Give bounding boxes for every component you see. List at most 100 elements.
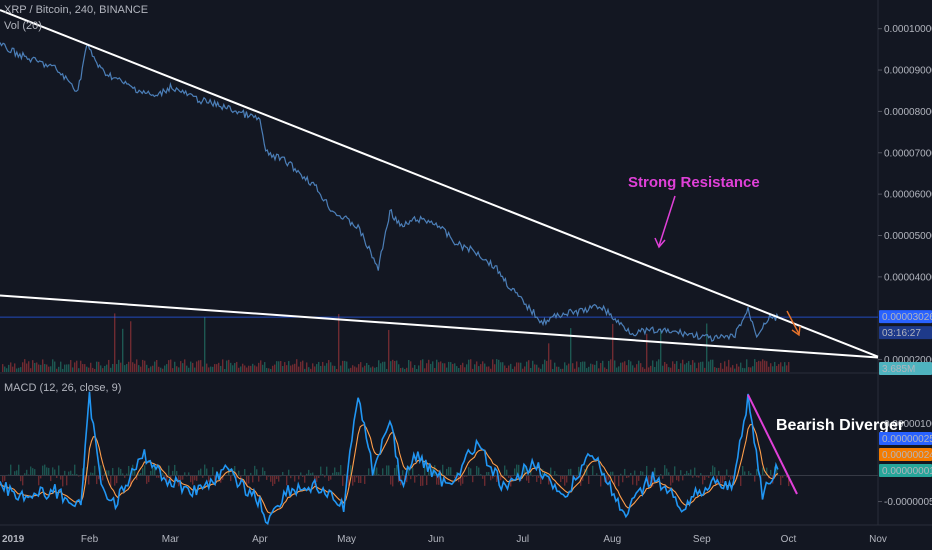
macd-histogram-bar (656, 475, 658, 477)
macd-histogram-bar (718, 470, 720, 476)
macd-histogram-bar (308, 469, 310, 476)
volume-bar (494, 364, 496, 372)
macd-histogram-bar (472, 475, 474, 483)
volume-bar (424, 368, 426, 372)
volume-bar (396, 360, 398, 372)
macd-histogram-bar (662, 475, 664, 479)
macd-histogram-bar (50, 475, 52, 482)
macd-histogram-bar (246, 475, 248, 487)
volume-bar (422, 359, 424, 372)
volume-bar (744, 368, 746, 372)
volume-bar (90, 362, 92, 372)
macd-histogram-bar (482, 475, 484, 479)
volume-bar (590, 363, 592, 372)
volume-bar (470, 359, 472, 372)
volume-bar (624, 361, 626, 372)
volume-bar (566, 365, 568, 372)
volume-bar (718, 367, 720, 372)
time-tick-label: Nov (869, 534, 887, 545)
macd-histogram-bar (364, 475, 366, 484)
volume-bar (22, 362, 24, 372)
volume-bar (474, 364, 476, 372)
volume-bar (376, 367, 378, 372)
volume-bar (536, 364, 538, 372)
volume-bar (326, 363, 328, 372)
macd-histogram-bar (330, 475, 332, 480)
macd-histogram-bar (320, 466, 322, 476)
macd-histogram-bar (406, 475, 408, 483)
macd-histogram-bar (34, 469, 36, 476)
price-tick-label: 0.00009000 (884, 66, 932, 77)
volume-bar (758, 360, 760, 372)
volume-bar (532, 360, 534, 372)
volume-bar (84, 364, 86, 372)
price-tick-label: 0.00010000 (884, 24, 932, 35)
macd-histogram-bar (610, 471, 612, 476)
volume-bar (728, 359, 730, 372)
volume-bar (18, 367, 20, 372)
macd-histogram-bar (538, 475, 540, 478)
volume-bar (246, 367, 248, 372)
macd-histogram-bar (342, 475, 344, 486)
volume-bar (190, 361, 192, 372)
macd-histogram-bar (338, 472, 340, 476)
volume-bar (70, 360, 72, 372)
volume-bar (460, 364, 462, 372)
volume-bar (74, 362, 76, 372)
volume-bar (760, 361, 762, 372)
macd-histogram-bar (424, 465, 426, 476)
macd-histogram-bar (506, 469, 508, 476)
volume-bar (420, 360, 422, 372)
macd-histogram-bar (744, 471, 746, 476)
volume-bar (512, 368, 514, 372)
volume-bar (100, 365, 102, 372)
volume-bar (32, 360, 34, 372)
macd-histogram-bar (276, 475, 278, 480)
macd-badge: 0.00000025 (882, 434, 932, 445)
volume-bar (738, 366, 740, 372)
macd-histogram-bar (682, 475, 684, 481)
volume-bar (238, 367, 240, 372)
volume-bar (454, 363, 456, 372)
volume-indicator-label: Vol (20) (4, 20, 42, 32)
macd-histogram-bar (78, 475, 80, 477)
volume-bar (582, 361, 584, 372)
macd-histogram-bar (26, 469, 28, 476)
volume-bar (14, 363, 16, 372)
volume-bar (76, 360, 78, 372)
volume-bar (588, 366, 590, 372)
volume-bar (166, 364, 168, 372)
volume-bar (286, 365, 288, 372)
countdown-badge-bg (879, 326, 932, 340)
macd-histogram-bar (222, 475, 224, 480)
volume-bar (504, 365, 506, 372)
macd-histogram-bar (638, 475, 640, 481)
macd-histogram-bar (258, 475, 260, 482)
macd-histogram-bar (286, 475, 288, 486)
volume-bar (752, 366, 754, 372)
volume-bar (696, 368, 698, 372)
macd-histogram-bar (660, 474, 662, 476)
volume-bar (320, 365, 322, 372)
volume-bar (534, 364, 536, 372)
volume-bar (306, 362, 308, 372)
volume-bar (488, 366, 490, 372)
macd-histogram-bar (94, 465, 96, 476)
volume-bar (220, 365, 222, 372)
volume-bar (618, 366, 620, 372)
volume-bar (114, 313, 116, 372)
volume-bar (496, 359, 498, 372)
macd-histogram-bar (696, 475, 698, 478)
volume-bar (194, 367, 196, 372)
annotations: Strong Resistance Bearish Diverger (628, 174, 904, 495)
volume-bar (580, 362, 582, 372)
macd-histogram-bar (164, 475, 166, 480)
macd-histogram-bar (22, 475, 24, 486)
price-badge-bg (879, 310, 932, 324)
volume-bar (646, 333, 648, 372)
volume-bar (256, 366, 258, 372)
volume-bar (712, 359, 714, 372)
volume-bar (250, 365, 252, 372)
volume-bar (170, 359, 172, 372)
macd-histogram-bar (426, 475, 428, 486)
